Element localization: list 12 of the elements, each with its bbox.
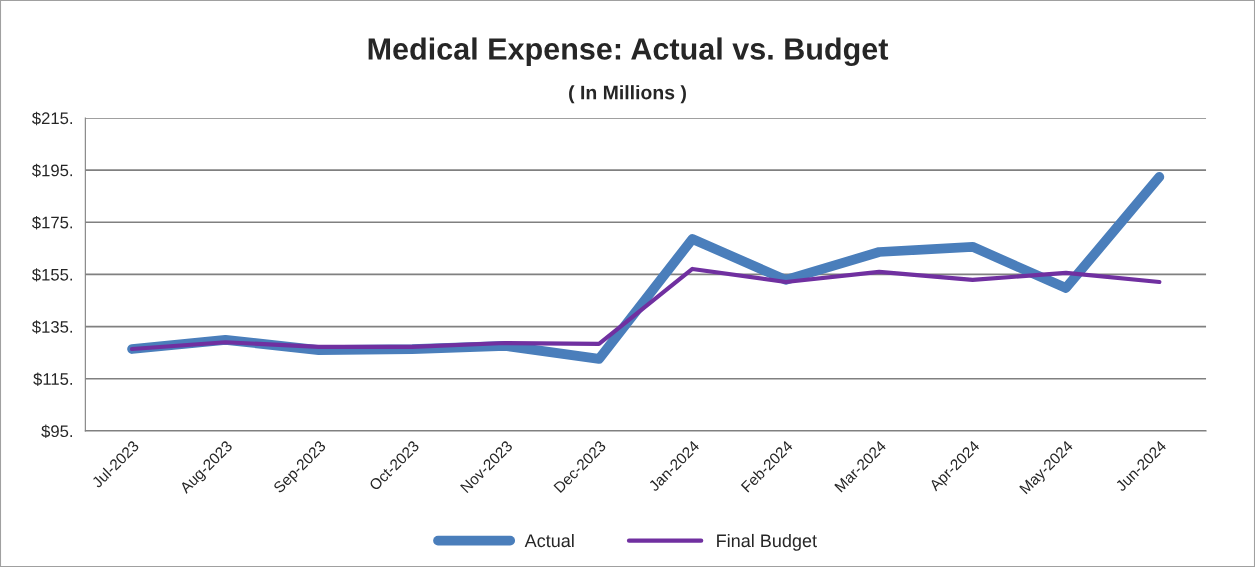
y-tick-label: $195. xyxy=(32,163,73,178)
legend-label: Actual xyxy=(524,533,574,548)
y-tick-label: $135. xyxy=(32,320,73,334)
legend-label: Final Budget xyxy=(717,533,817,551)
line-series xyxy=(129,266,1162,352)
chart-subtitle: ( In Millions ) xyxy=(569,85,686,104)
y-tick-label: $215. xyxy=(32,111,73,126)
y-tick-label: $115. xyxy=(33,372,73,386)
y-tick-label: $95. xyxy=(41,424,73,439)
y-tick-label: $155. xyxy=(32,268,73,282)
chart-title: Medical Expense: Actual vs. Budget xyxy=(368,37,889,67)
y-tick-label: $175. xyxy=(32,215,73,230)
